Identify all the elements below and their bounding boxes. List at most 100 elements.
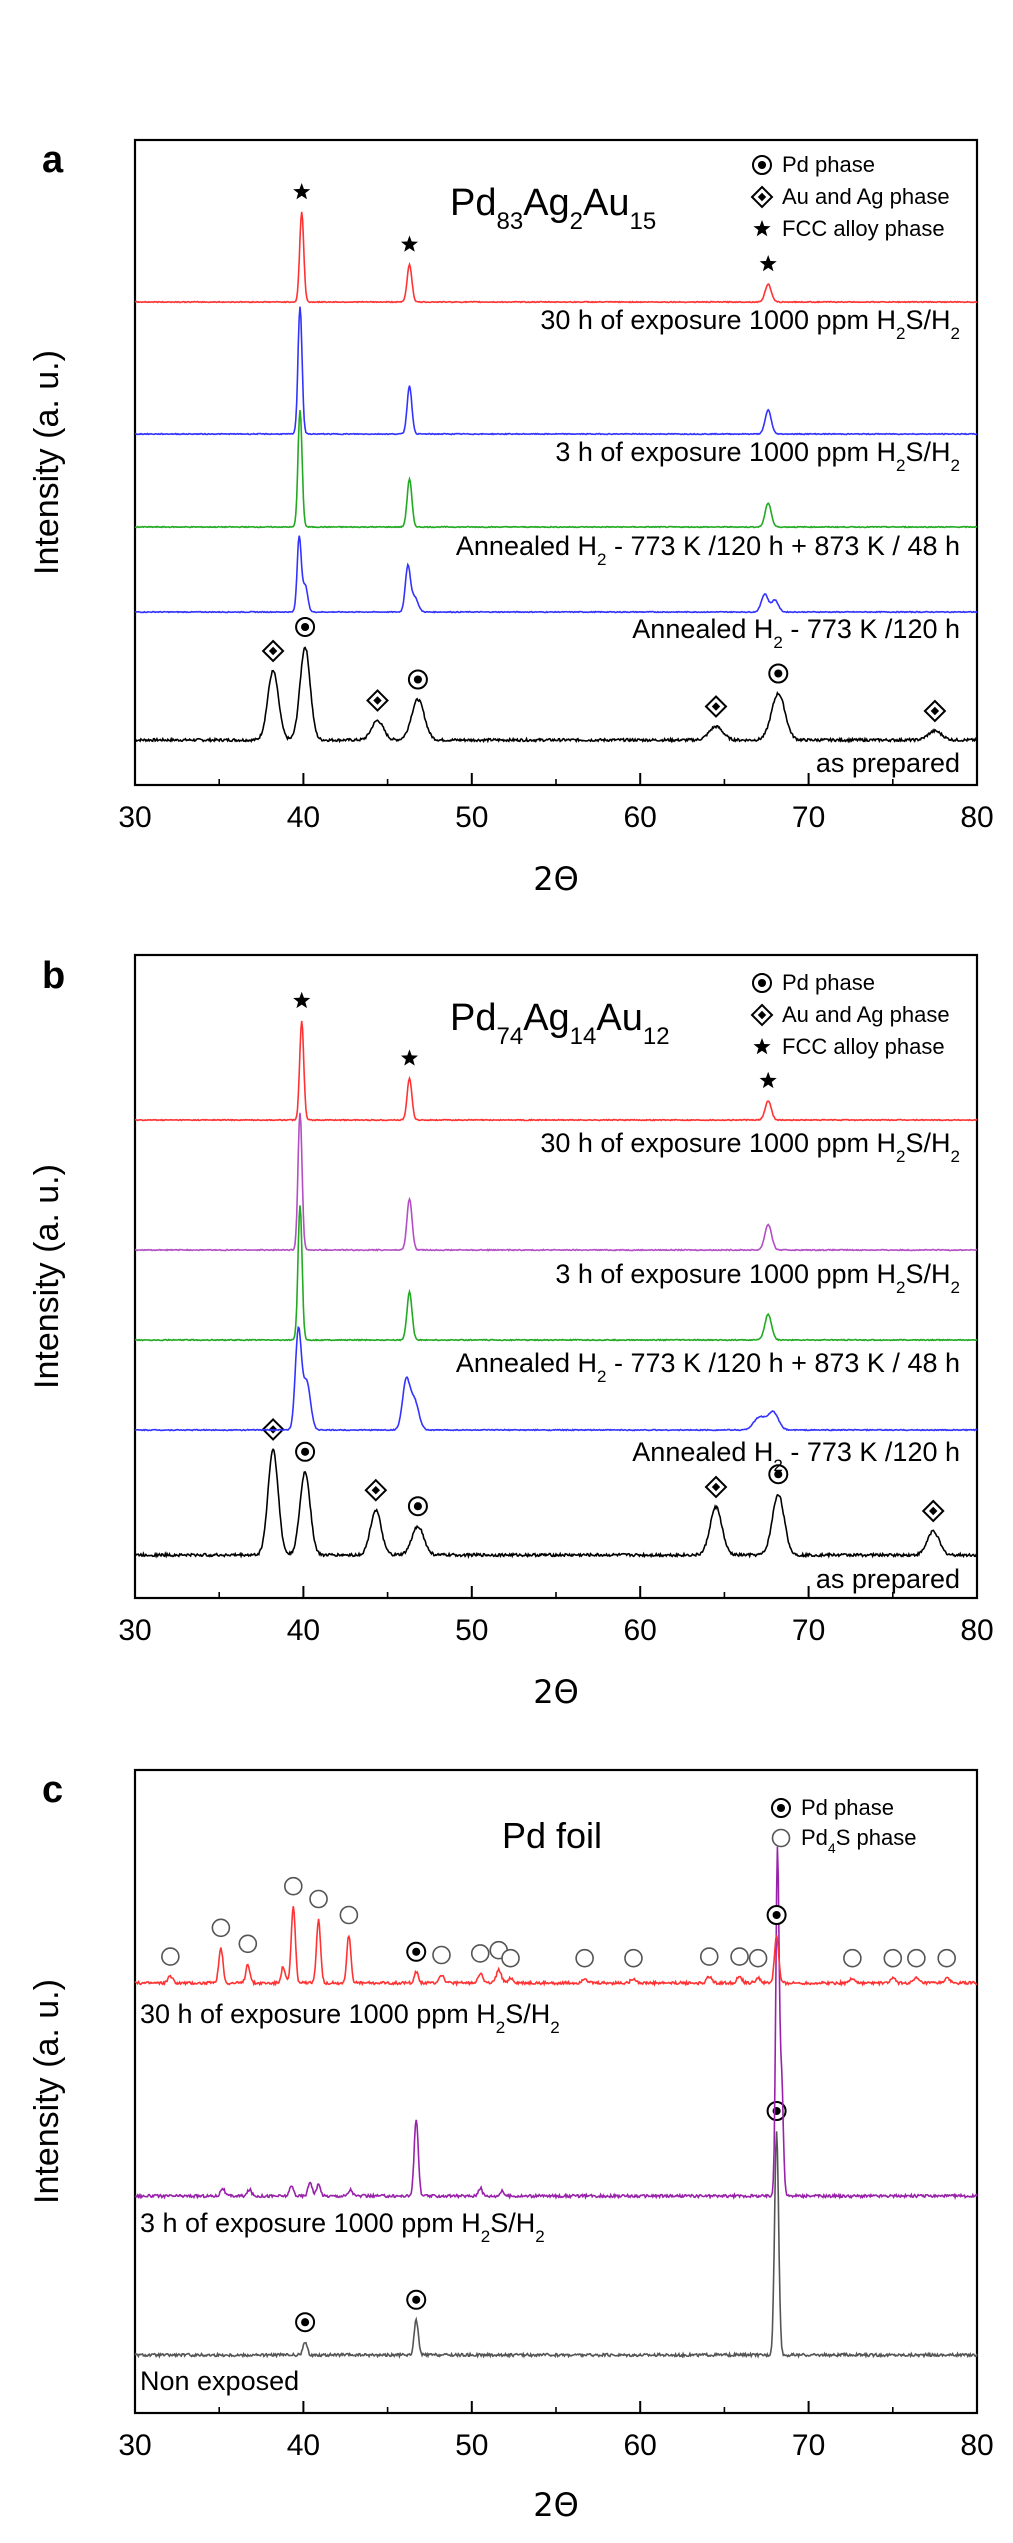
x-tick-label: 30 bbox=[118, 2429, 151, 2462]
x-tick-label: 30 bbox=[118, 801, 151, 834]
legend-marker-circle-dot bbox=[752, 973, 772, 993]
peak-marker-circle bbox=[768, 663, 789, 684]
peak-marker-open bbox=[907, 1948, 926, 1968]
x-tick-label: 70 bbox=[792, 1614, 825, 1647]
peak-marker-circle bbox=[407, 669, 428, 690]
plot-frame bbox=[133, 1768, 979, 2415]
legend-marker-circle-dot bbox=[752, 155, 772, 175]
peak-marker-circle bbox=[406, 2289, 427, 2310]
peak-marker-open bbox=[339, 1905, 359, 1925]
peak-marker-open bbox=[238, 1934, 258, 1954]
legend-label: Pd phase bbox=[782, 970, 875, 995]
x-tick-label: 60 bbox=[624, 2429, 657, 2462]
peak-marker-open bbox=[575, 1948, 594, 1968]
peak-marker-star bbox=[759, 1071, 777, 1089]
peak-marker-open bbox=[211, 1918, 231, 1938]
y-axis-label: Intensity (a. u.) bbox=[28, 350, 66, 575]
x-tick-label: 80 bbox=[960, 2429, 993, 2462]
peak-marker-circle bbox=[406, 1941, 427, 1962]
peak-marker-star bbox=[400, 1049, 419, 1066]
peak-marker-diamond bbox=[704, 695, 728, 718]
series-line bbox=[134, 1112, 978, 1252]
peak-marker-open bbox=[843, 1948, 862, 1968]
peak-marker-open bbox=[699, 1947, 719, 1966]
series-label: 30 h of exposure 1000 ppm H2S/H2 bbox=[540, 1128, 960, 1166]
peak-marker-open bbox=[161, 1947, 180, 1966]
series-label: 3 h of exposure 1000 ppm H2S/H2 bbox=[555, 437, 960, 475]
legend-label: FCC alloy phase bbox=[782, 216, 945, 241]
panel-label: a bbox=[42, 139, 64, 181]
legend-marker-diamond-dot bbox=[750, 185, 774, 209]
peak-marker-star bbox=[293, 183, 311, 200]
x-tick-label: 40 bbox=[287, 801, 320, 834]
legend-marker-star bbox=[753, 220, 771, 237]
peak-marker-circle bbox=[407, 1496, 428, 1517]
panel-b: b 30 40 50 60 70 80 2Θ Intensity (a. u.) Pd74Ag14… bbox=[28, 953, 994, 1711]
legend-marker-open-circle bbox=[771, 1828, 791, 1848]
legend-label: Pd phase bbox=[801, 1795, 894, 1820]
series-label: Annealed H2 - 773 K /120 h bbox=[632, 614, 960, 652]
series-line bbox=[134, 535, 978, 614]
series-label: 3 h of exposure 1000 ppm H2S/H2 bbox=[140, 2208, 545, 2246]
y-axis-label: Intensity (a. u.) bbox=[28, 1164, 66, 1389]
series-line bbox=[134, 1325, 978, 1432]
peak-marker-open bbox=[624, 1948, 643, 1968]
series-line bbox=[134, 1205, 978, 1342]
series-label: 30 h of exposure 1000 ppm H2S/H2 bbox=[140, 1999, 560, 2037]
peak-marker-open bbox=[283, 1876, 303, 1896]
panel-a: a 30 40 50 60 70 80 2Θ Intensity (a. u.) Pd83Ag2A… bbox=[28, 138, 994, 898]
legend-marker-circle-dot bbox=[771, 1798, 791, 1818]
series-label: Annealed H2 - 773 K /120 h + 873 K / 48 … bbox=[456, 531, 960, 569]
peak-marker-diamond bbox=[921, 1499, 945, 1523]
series-label: Annealed H2 - 773 K /120 h bbox=[632, 1437, 960, 1475]
x-tick-label: 30 bbox=[118, 1614, 151, 1647]
x-axis-label: 2Θ bbox=[533, 2486, 579, 2524]
peak-marker-star bbox=[293, 991, 311, 1009]
series-label: 30 h of exposure 1000 ppm H2S/H2 bbox=[540, 305, 960, 343]
legend-marker-diamond-dot bbox=[750, 1003, 774, 1027]
legend-label: Pd phase bbox=[782, 152, 875, 177]
peak-marker-open bbox=[748, 1948, 768, 1968]
series-label: Non exposed bbox=[140, 2366, 299, 2396]
x-tick-label: 50 bbox=[455, 801, 488, 834]
series-line bbox=[134, 1846, 978, 2201]
chart-title: Pd83Ag2Au15 bbox=[450, 182, 656, 235]
peak-marker-open bbox=[501, 1948, 520, 1968]
legend-label: Pd4S phase bbox=[801, 1825, 916, 1856]
legend-label: Au and Ag phase bbox=[782, 1002, 950, 1027]
series-label: 3 h of exposure 1000 ppm H2S/H2 bbox=[555, 1259, 960, 1297]
peak-marker-open bbox=[309, 1889, 328, 1909]
x-tick-label: 80 bbox=[960, 1614, 993, 1647]
peak-marker-circle bbox=[295, 1441, 316, 1462]
peak-marker-open bbox=[883, 1948, 903, 1968]
x-tick-label: 80 bbox=[960, 801, 993, 834]
series-line bbox=[134, 1448, 978, 1559]
peak-marker-open bbox=[937, 1948, 956, 1968]
x-tick-label: 40 bbox=[287, 1614, 320, 1647]
series-line bbox=[134, 2131, 978, 2359]
peak-marker-circle bbox=[295, 617, 316, 637]
peak-marker-open bbox=[470, 1944, 490, 1963]
series-line bbox=[134, 1906, 978, 1987]
x-axis-label: 2Θ bbox=[533, 1673, 579, 1711]
legend-marker-star bbox=[753, 1038, 771, 1055]
y-axis-label: Intensity (a. u.) bbox=[28, 1979, 66, 2204]
series-line bbox=[134, 1020, 978, 1122]
peak-marker-diamond bbox=[261, 1417, 285, 1441]
chart-title: Pd74Ag14Au12 bbox=[450, 997, 670, 1050]
x-axis-label: 2Θ bbox=[533, 860, 579, 898]
peak-marker-open bbox=[432, 1945, 451, 1965]
x-tick-label: 70 bbox=[792, 2429, 825, 2462]
legend-label: FCC alloy phase bbox=[782, 1034, 945, 1059]
series-line bbox=[134, 211, 978, 304]
x-tick-label: 60 bbox=[624, 1614, 657, 1647]
peak-marker-diamond bbox=[364, 1478, 388, 1502]
peak-marker-star bbox=[759, 255, 777, 272]
series-label: Annealed H2 - 773 K /120 h + 873 K / 48 … bbox=[456, 1348, 960, 1386]
series-line bbox=[134, 410, 977, 529]
peak-marker-diamond bbox=[366, 689, 389, 712]
legend-label: Au and Ag phase bbox=[782, 184, 950, 209]
panel-label: b bbox=[42, 955, 65, 997]
series-label: as prepared bbox=[816, 1564, 960, 1594]
